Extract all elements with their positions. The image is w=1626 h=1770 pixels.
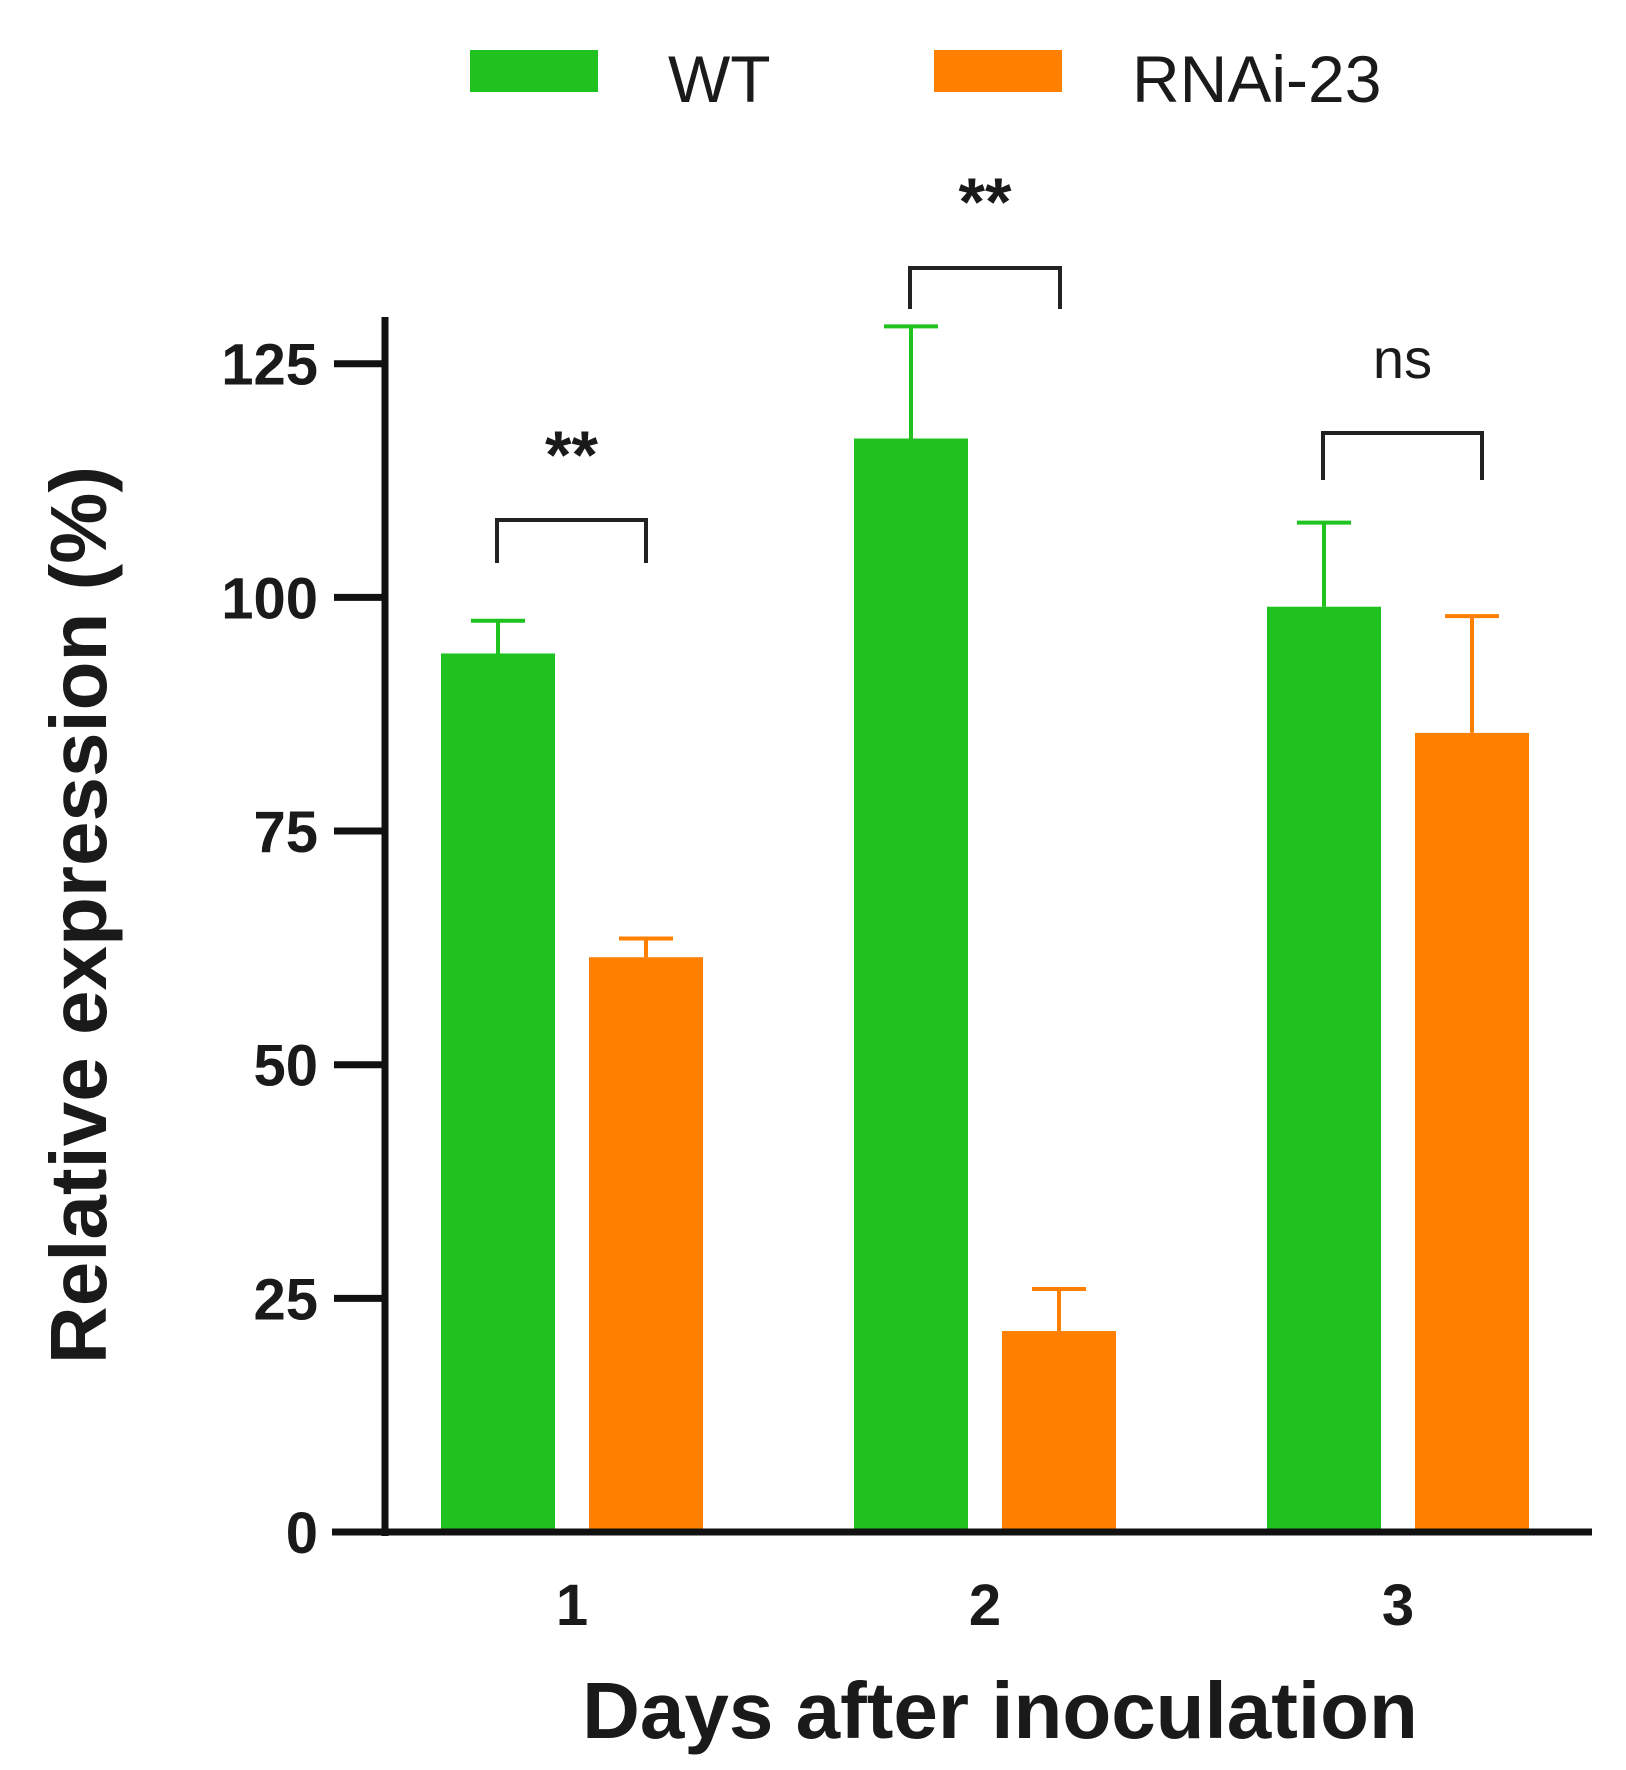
- y-tick-label: 50: [253, 1034, 318, 1099]
- bar: [441, 653, 555, 1532]
- x-tick-label: 2: [969, 1573, 1001, 1638]
- significance-annotations: ** ** ns: [495, 164, 1484, 563]
- bar: [1002, 1331, 1116, 1532]
- y-tick-label: 75: [253, 800, 318, 865]
- significance-bracket: [908, 266, 1062, 309]
- legend: WT RNAi-23: [470, 42, 1381, 116]
- legend-label: WT: [668, 42, 771, 116]
- y-tick-label: 125: [221, 333, 318, 398]
- x-axis-title: Days after inoculation: [582, 1666, 1418, 1755]
- bar: [589, 957, 703, 1532]
- significance-bracket: [495, 518, 648, 563]
- x-tick-label: 1: [556, 1573, 588, 1638]
- significance-label: ns: [1373, 327, 1432, 390]
- significance-bracket: [1321, 431, 1484, 480]
- axes: 0 25 50 75 100 125 1 2 3: [221, 317, 1592, 1638]
- bar: [854, 438, 968, 1532]
- bar: [1415, 732, 1529, 1532]
- x-tick-label: 3: [1382, 1573, 1414, 1638]
- significance-label: **: [959, 164, 1012, 240]
- legend-swatch: [934, 50, 1062, 92]
- y-axis-title: Relative expression (%): [34, 466, 123, 1364]
- error-bars: [471, 324, 1499, 1332]
- y-tick-label: 25: [253, 1267, 318, 1332]
- y-tick-label: 100: [221, 566, 318, 631]
- bar: [1267, 606, 1381, 1532]
- significance-label: **: [545, 417, 598, 493]
- legend-swatch: [470, 50, 598, 92]
- bars: [441, 438, 1529, 1532]
- y-tick-label: 0: [286, 1501, 318, 1566]
- legend-label: RNAi-23: [1132, 42, 1381, 116]
